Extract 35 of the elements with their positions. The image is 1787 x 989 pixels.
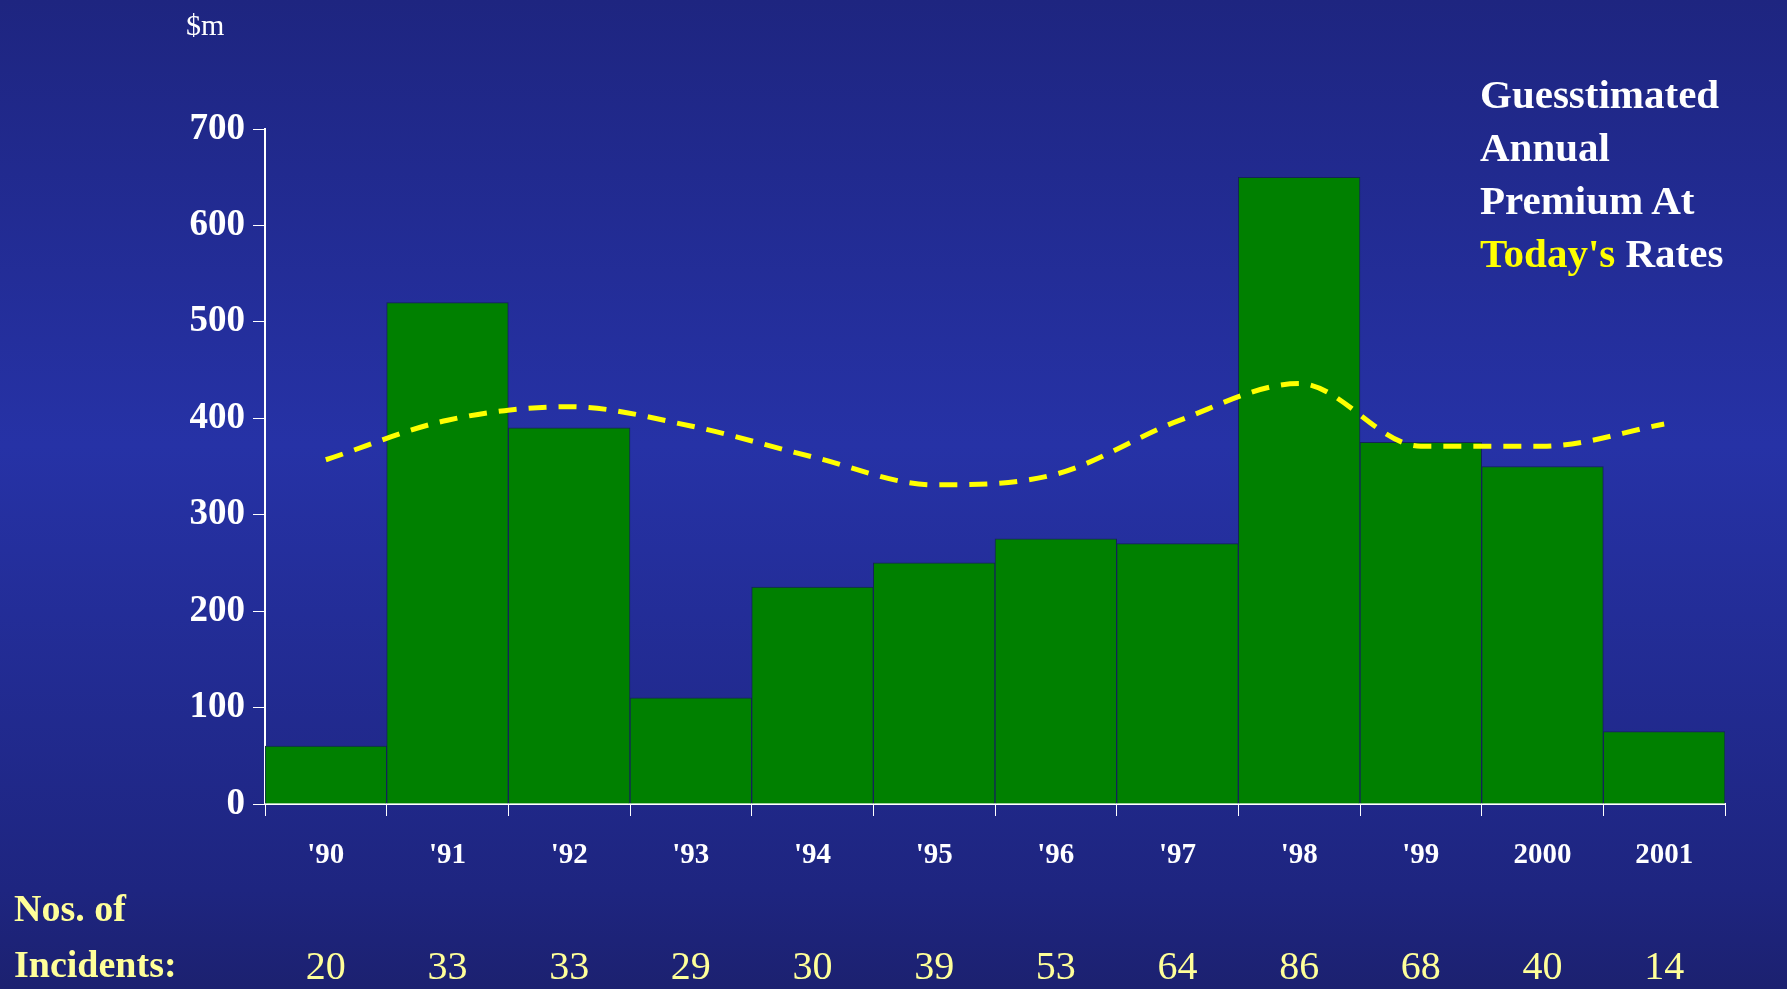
x-tick-label: '90: [307, 836, 345, 869]
x-tick-label: '93: [672, 836, 710, 869]
text: 68: [1400, 942, 1441, 988]
text: 86: [1279, 942, 1320, 988]
y-tick-label: 500: [189, 298, 245, 340]
x-tick-label: '91: [428, 836, 467, 869]
y-tick-label: 100: [189, 684, 245, 726]
text: 39: [914, 942, 955, 988]
text: 40: [1522, 942, 1563, 988]
text: Nos. of Incidents:: [14, 886, 178, 987]
y-tick-label: 300: [189, 491, 245, 533]
y-tick-label: 600: [189, 201, 245, 243]
x-tick-label: '96: [1037, 836, 1075, 869]
text: Guesstimated Annual Premium At Today's Rates: [1480, 71, 1724, 276]
text: 20: [305, 942, 346, 988]
text: 64: [1157, 942, 1198, 988]
x-tick-label: 2000: [1513, 836, 1572, 869]
x-tick-label: '99: [1402, 836, 1440, 869]
x-tick-label: '98: [1280, 836, 1318, 869]
y-tick-label: 200: [189, 587, 245, 629]
x-tick-label: '97: [1158, 836, 1197, 869]
text: 33: [549, 942, 590, 988]
text: 53: [1035, 942, 1076, 988]
y-tick-label: 0: [226, 780, 245, 822]
y-tick-label: 700: [189, 105, 245, 147]
x-tick-label: '94: [793, 836, 832, 869]
text: 33: [427, 942, 468, 988]
x-tick-label: 2001: [1635, 836, 1694, 869]
y-tick-label: 400: [189, 394, 245, 436]
x-tick-label: '92: [550, 836, 588, 869]
x-tick-label: '95: [915, 836, 953, 869]
y-axis-title: $m: [186, 8, 225, 42]
text: 30: [792, 942, 833, 988]
text: 14: [1644, 942, 1685, 988]
text: 29: [670, 942, 711, 988]
